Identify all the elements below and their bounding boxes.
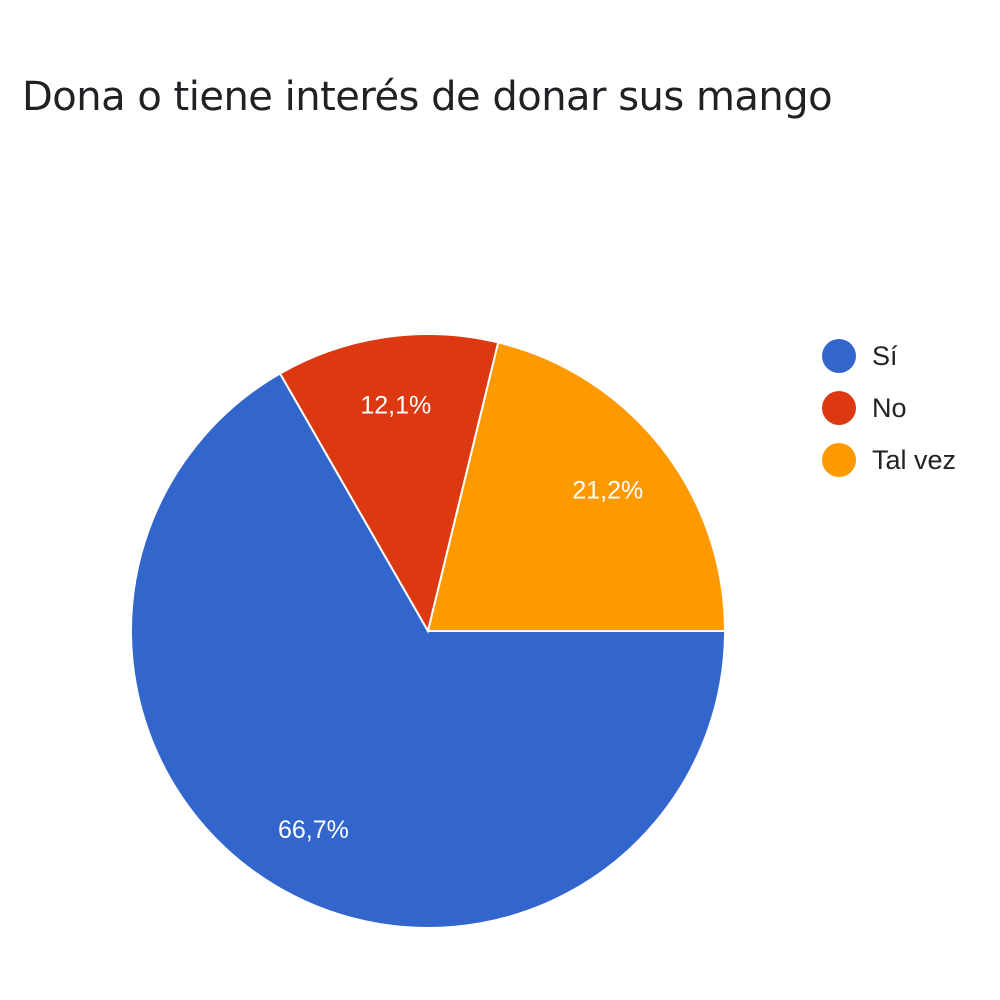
pie-slice-si[interactable] [130, 372, 727, 929]
legend-swatch-tal-vez [822, 443, 856, 477]
pie-slice-tal-vez[interactable] [426, 341, 727, 632]
legend-item-tal-vez[interactable]: Tal vez [822, 434, 956, 486]
legend-label-si: Sí [872, 340, 898, 371]
legend-item-si[interactable]: Sí [822, 330, 956, 382]
legend-label-no: No [872, 392, 907, 423]
legend-swatch-no [822, 391, 856, 425]
slice-label-no: 12,1% [360, 392, 431, 420]
legend-swatch-si [822, 339, 856, 373]
legend-item-no[interactable]: No [822, 382, 956, 434]
slice-label-si: 66,7% [278, 816, 349, 844]
pie-slice-no[interactable] [278, 333, 500, 634]
chart-title: Dona o tiene interés de donar sus mango [22, 74, 833, 120]
legend: Sí No Tal vez [822, 330, 956, 486]
legend-label-tal-vez: Tal vez [872, 444, 957, 475]
slice-label-tal-vez: 21,2% [572, 477, 643, 505]
